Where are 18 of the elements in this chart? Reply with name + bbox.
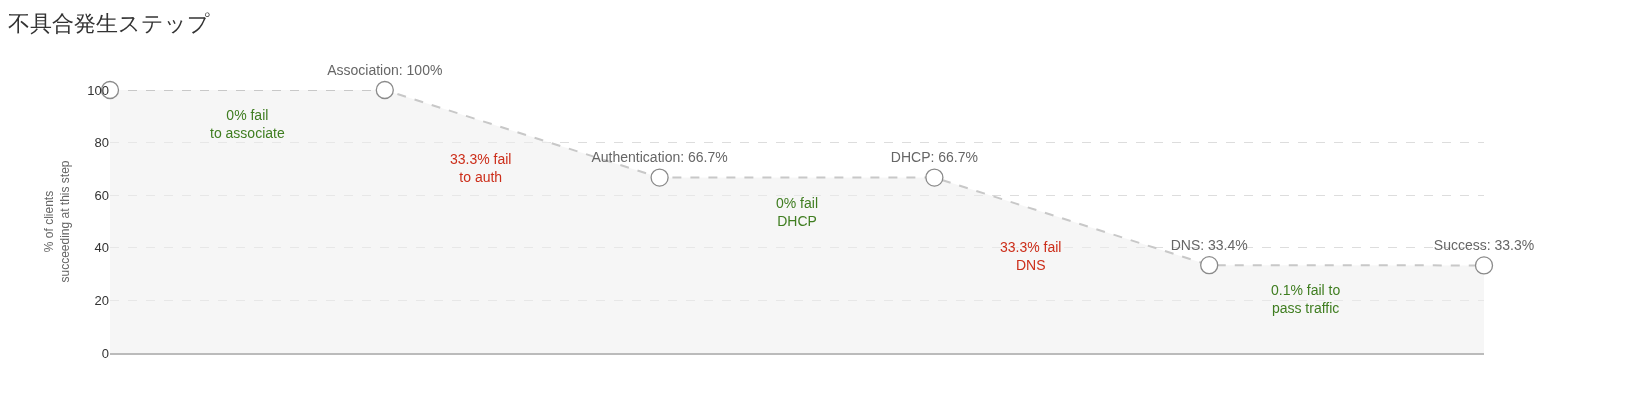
data-label: Success: 33.3% [1433, 237, 1535, 254]
data-label: Authentication: 66.7% [591, 149, 728, 166]
chart-title: 不具合発生ステップ [8, 11, 211, 37]
y-tick-label: 40 [94, 240, 109, 256]
annotation: 0% fail DHCP [776, 195, 819, 230]
y-axis-title: % of clients succeeding at this step [42, 160, 72, 283]
y-tick-label: 20 [94, 292, 109, 308]
annotation: 33.3% fail DNS [1000, 239, 1062, 274]
data-label: DNS: 33.4% [1170, 237, 1248, 254]
y-tick-label: 0 [101, 345, 109, 361]
annotation: 0% fail to associate [210, 107, 285, 142]
data-label: DHCP: 66.7% [890, 149, 978, 166]
y-tick-label: 80 [94, 135, 109, 151]
y-tick-label: 100 [87, 82, 109, 98]
annotation: 0.1% fail to pass traffic [1271, 282, 1341, 317]
data-label: Association: 100% [327, 61, 443, 78]
annotation: 33.3% fail to auth [450, 151, 512, 186]
y-tick-label: 60 [94, 187, 109, 203]
